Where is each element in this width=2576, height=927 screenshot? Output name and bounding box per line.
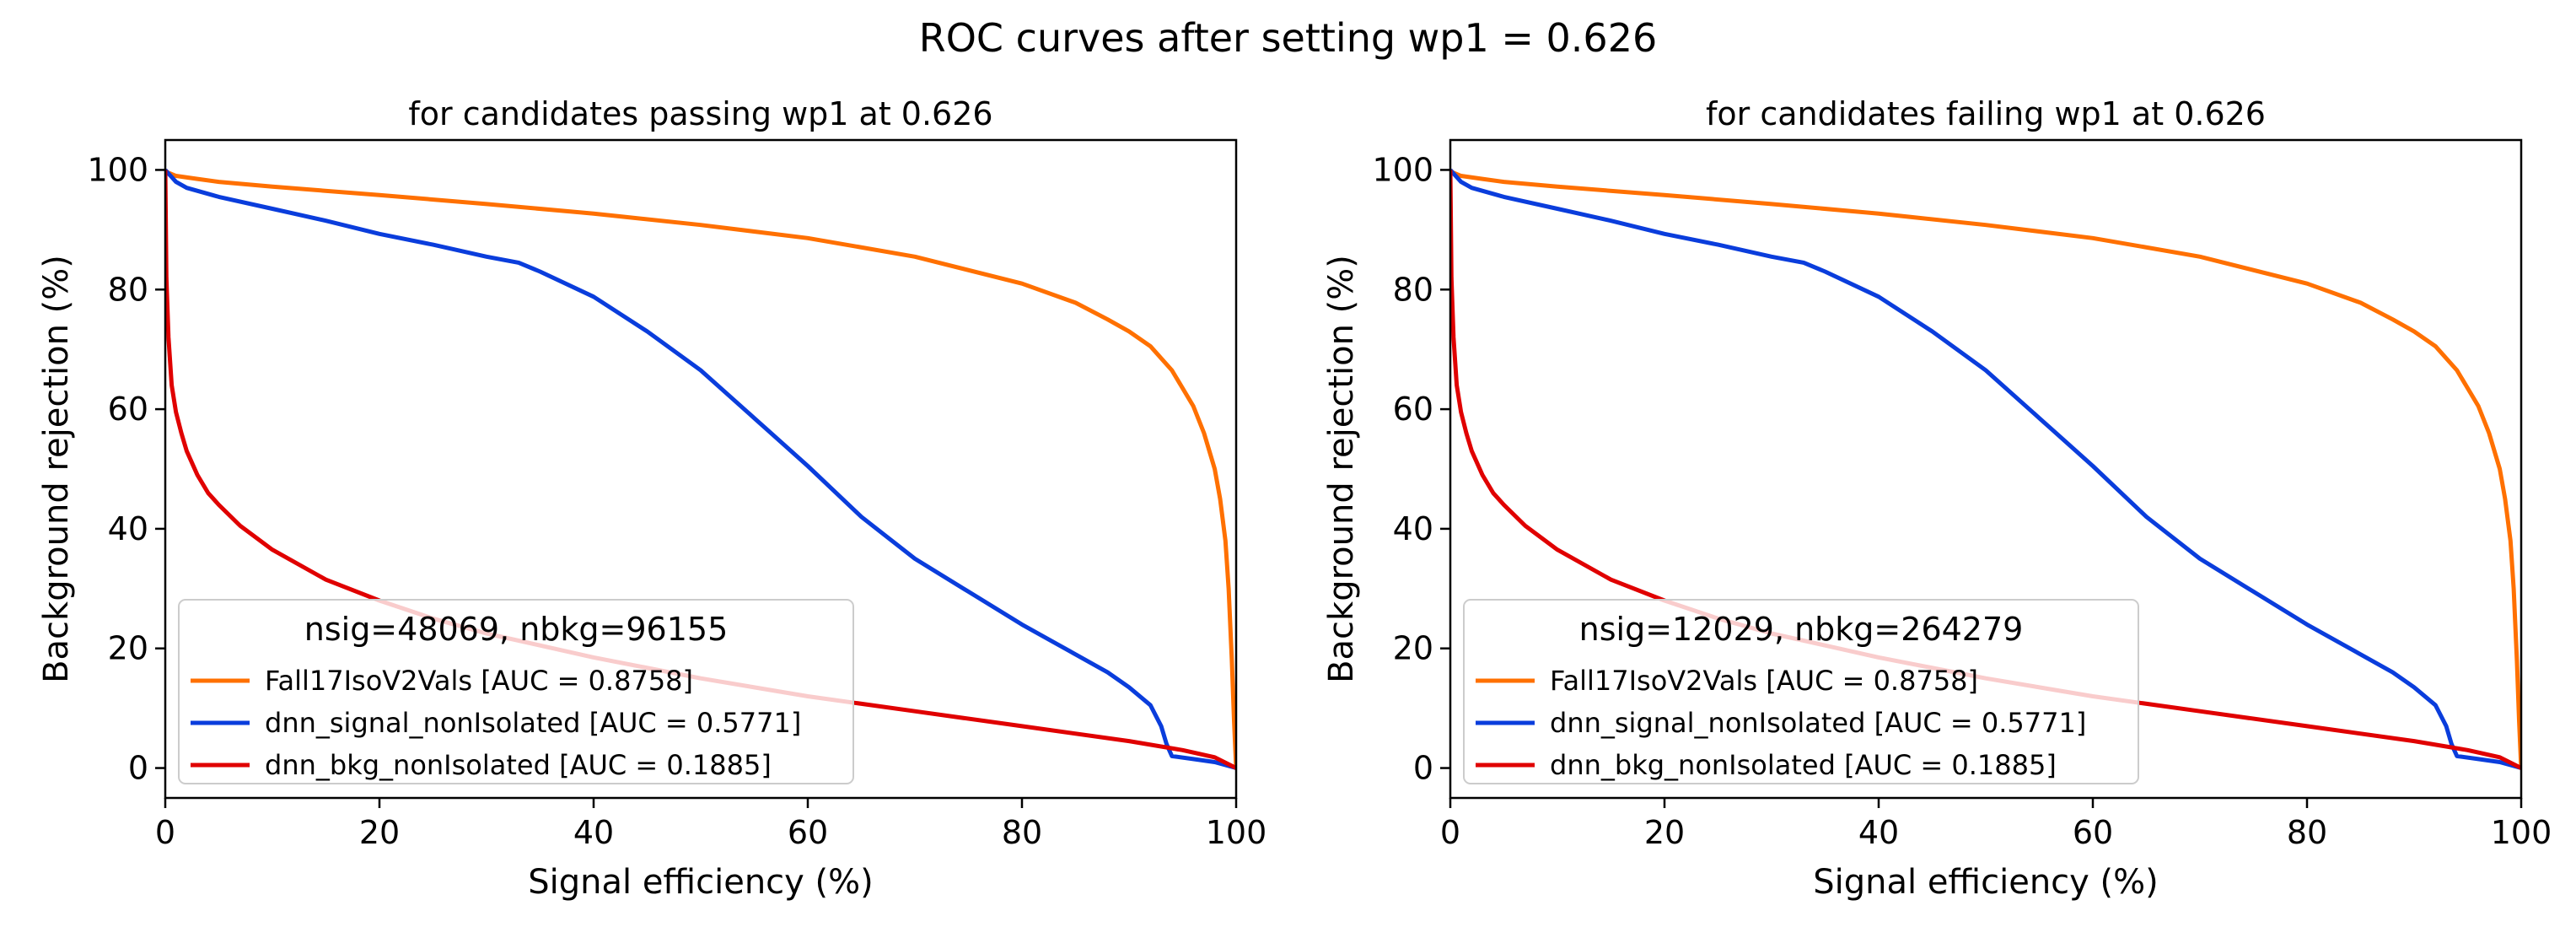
legend-label-1: Fall17IsoV2Vals [AUC = 0.8758] — [1550, 665, 1978, 697]
y-axis-label: Background rejection (%) — [1322, 255, 1361, 683]
panel-title: for candidates failing wp1 at 0.626 — [1706, 95, 2266, 132]
x-tick-label: 80 — [2287, 814, 2327, 851]
legend-label-3: dnn_bkg_nonIsolated [AUC = 0.1885] — [1550, 749, 2057, 781]
x-axis-label: Signal efficiency (%) — [1813, 863, 2159, 902]
y-tick-label: 100 — [87, 151, 148, 188]
x-tick-label: 40 — [573, 814, 614, 851]
x-tick-label: 20 — [359, 814, 400, 851]
x-tick-label: 20 — [1644, 814, 1685, 851]
y-tick-label: 0 — [1413, 750, 1433, 787]
x-tick-label: 100 — [1206, 814, 1267, 851]
legend-label-3: dnn_bkg_nonIsolated [AUC = 0.1885] — [265, 749, 772, 781]
plot-frame — [164, 138, 1238, 800]
figure-title: ROC curves after setting wp1 = 0.626 — [918, 15, 1658, 61]
legend-box — [1463, 599, 2139, 784]
chart-panel-2: 0 20 40 60 80 100 0 20 40 60 80 100 Signal efficienc… — [1322, 95, 2552, 902]
legend-title: nsig=48069, nbkg=96155 — [304, 611, 729, 648]
legend-label-2: dnn_signal_nonIsolated [AUC = 0.5771] — [265, 707, 801, 739]
chart-panel-1: 0 20 40 60 80 100 0 20 40 60 80 100 Signal efficienc… — [37, 95, 1266, 902]
x-tick-label: 0 — [1440, 814, 1460, 851]
x-tick-label: 100 — [2491, 814, 2552, 851]
y-tick-label: 40 — [108, 510, 148, 547]
x-axis-label: Signal efficiency (%) — [528, 863, 874, 902]
legend-label-1: Fall17IsoV2Vals [AUC = 0.8758] — [265, 665, 693, 697]
x-tick-label: 80 — [1002, 814, 1042, 851]
y-tick-label: 60 — [108, 391, 148, 428]
series-line-3 — [165, 170, 1236, 770]
y-tick-label: 100 — [1372, 151, 1433, 188]
series-line-3 — [1450, 170, 2521, 770]
y-axis-label: Background rejection (%) — [37, 255, 76, 683]
y-tick-label: 80 — [1393, 271, 1433, 308]
y-tick-label: 80 — [108, 271, 148, 308]
series-line-2 — [1450, 168, 2521, 770]
x-tick-label: 60 — [788, 814, 828, 851]
x-tick-label: 0 — [155, 814, 175, 851]
y-tick-label: 40 — [1393, 510, 1433, 547]
y-tick-label: 20 — [1393, 630, 1433, 667]
x-tick-label: 60 — [2073, 814, 2113, 851]
series-line-2 — [165, 168, 1236, 770]
legend-title: nsig=12029, nbkg=264279 — [1579, 611, 2024, 648]
plot-frame — [1449, 138, 2523, 800]
series-line-1 — [165, 168, 1236, 768]
panel-title: for candidates passing wp1 at 0.626 — [408, 95, 992, 132]
legend-box — [178, 599, 854, 784]
series-line-1 — [1450, 168, 2521, 768]
y-tick-label: 0 — [128, 750, 148, 787]
y-tick-label: 60 — [1393, 391, 1433, 428]
x-tick-label: 40 — [1858, 814, 1899, 851]
y-tick-label: 20 — [108, 630, 148, 667]
legend-label-2: dnn_signal_nonIsolated [AUC = 0.5771] — [1550, 707, 2086, 739]
